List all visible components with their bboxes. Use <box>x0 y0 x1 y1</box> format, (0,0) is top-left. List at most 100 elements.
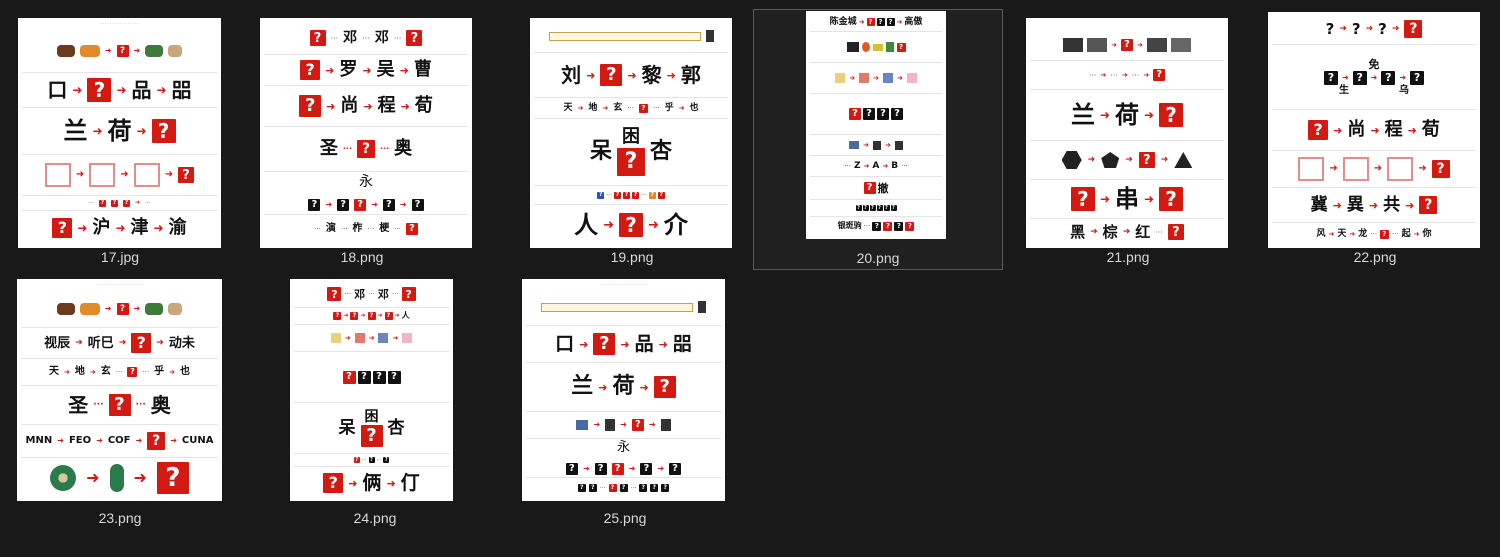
file-item[interactable]: 刘 ➜ ? ➜ 黎 ➜ 郭 天 ➜ 地 ➜ 玄 ··· ? ··· 乎 ➜ 也 … <box>522 10 742 268</box>
file-item[interactable]: ? ··· 邓 ··· 邓 ··· ? ? ➜ ? ➜ ? ➜ ? ➜ 人 ➜ … <box>270 272 480 530</box>
arrow-icon: ➜ <box>1121 70 1128 79</box>
puzzle-glyph: 人 <box>401 311 410 320</box>
arrow-icon: ➜ <box>648 217 659 233</box>
puzzle-row: 永 ? ➜ ? ? ➜ ? ➜ ? <box>526 439 721 478</box>
arrow-icon: ➜ <box>1349 229 1356 238</box>
file-name: 23.png <box>98 510 142 526</box>
question-mark-box: ? <box>638 103 648 113</box>
arrow-icon: ➜ <box>666 68 676 82</box>
puzzle-glyph: 你 <box>1422 228 1432 239</box>
puzzle-glyph: 生 <box>1339 84 1349 96</box>
puzzle-glyph: 程 <box>1384 119 1403 140</box>
question-mark-box: ? <box>1352 70 1367 85</box>
puzzle-row: ➜ ➜ <box>810 135 942 156</box>
puzzle-glyph: 免 <box>1368 57 1380 71</box>
puzzle-glyph: 乎 <box>664 102 674 113</box>
puzzle-row: 呆 困 ? 杏 <box>534 119 728 186</box>
arrow-icon: ➜ <box>1087 154 1096 165</box>
ellipsis: ··· <box>641 191 647 199</box>
arrow-icon: ➜ <box>639 380 649 394</box>
arrow-icon: ➜ <box>885 140 891 149</box>
puzzle-glyph: 圣 <box>68 393 89 417</box>
ox-icon <box>56 303 75 315</box>
puzzle-row: 口 ➜ ? ➜ 品 ➜ 㗊 <box>22 73 217 108</box>
file-item-selected[interactable]: 陈金城 ➜ ? ? ? ➜ 高傲 ? ➜ ➜ ➜ ? ? ? <box>753 9 1003 270</box>
question-mark-box: ? <box>863 182 876 194</box>
arrow-icon: ➜ <box>360 312 366 319</box>
file-name: 21.png <box>1106 249 1150 265</box>
arrow-icon: ➜ <box>1370 72 1378 82</box>
file-thumbnail: · · · · · · · · · · · · · · · · · · · 口 … <box>522 279 725 501</box>
question-mark-box: ? <box>1167 224 1184 240</box>
question-mark-box: ? <box>360 424 383 447</box>
arrow-icon: ➜ <box>156 83 167 97</box>
fire-icon <box>861 42 870 52</box>
question-mark-box: ? <box>883 204 890 211</box>
arrow-icon: ➜ <box>593 420 601 429</box>
question-mark-box: ? <box>151 119 176 143</box>
question-mark-box: ? <box>52 218 73 238</box>
puzzle-glyph: 视辰 <box>44 335 71 351</box>
file-item[interactable]: ? ··· 邓 ··· 邓 ··· ? ? ➜ 罗 ➜ 吴 ➜ 曹 ? ➜ 尚 … <box>252 10 472 268</box>
puzzle-row <box>534 20 728 53</box>
puzzle-row: ➜ ➜ ? <box>21 458 218 498</box>
arrow-icon: ➜ <box>368 333 375 342</box>
puzzle-glyph: 奥 <box>394 138 413 159</box>
ellipsis: ··· <box>627 104 634 112</box>
puzzle-glyph: 陈金城 <box>829 16 857 27</box>
puzzle-row: 口 ➜ ? ➜ 品 ➜ 㗊 <box>526 326 721 363</box>
puzzle-row: ? 撤 <box>810 177 942 200</box>
ellipsis: ··· <box>368 290 375 298</box>
puzzle-glyph: ? <box>1378 19 1387 38</box>
question-mark-box: ? <box>323 473 344 493</box>
puzzle-glyph: 棕 <box>1102 222 1118 241</box>
question-mark-box: ? <box>600 64 623 86</box>
person-icon <box>698 301 706 313</box>
puzzle-glyph: 呆 <box>338 417 356 438</box>
file-name: 18.png <box>340 249 384 265</box>
question-mark-box: ? <box>619 213 643 237</box>
arrow-icon: ➜ <box>1099 108 1110 122</box>
question-mark-box: ? <box>1159 187 1184 211</box>
puzzle-row: 视辰 ➜ 听巳 ➜ ? ➜ 动未 <box>21 328 218 359</box>
file-item[interactable]: ➜ ? ➜ ··· ➜ ··· ➜ ··· ➜ ? 兰 ➜ 荷 ➜ ? ➜ ➜ <box>1018 10 1238 268</box>
question-mark-box: ? <box>131 333 152 353</box>
puzzle-glyph: 口 <box>555 332 575 355</box>
arrow-icon: ➜ <box>628 464 636 473</box>
person-icon <box>873 140 881 150</box>
ellipsis: ··· <box>630 484 637 492</box>
question-mark-box: ? <box>384 312 393 320</box>
arrow-icon: ➜ <box>1332 198 1342 212</box>
question-mark-box: ? <box>876 204 883 211</box>
puzzle-glyph: 荷 <box>107 117 132 145</box>
file-thumbnail: ? ➜ ? ➜ ? ➜ ? 免 ? ➜ ? ➜ ? ➜ ? 生 乌 <box>1268 12 1480 248</box>
question-mark-box: ? <box>894 221 904 231</box>
file-item[interactable]: · · · · · · · · · · · · · · · · · · · ➜ … <box>10 272 230 530</box>
puzzle-glyph: 撤 <box>877 181 889 195</box>
arrow-icon: ➜ <box>75 337 83 348</box>
puzzle-glyph: 兰 <box>1070 101 1095 129</box>
file-item[interactable]: · · · · · · · · · · · · · · · · ➜ ? ➜ 口 … <box>10 10 230 268</box>
puzzle-glyph: 品 <box>131 78 152 102</box>
puzzle-glyph: 也 <box>689 102 699 113</box>
ellipsis: ··· <box>901 162 908 170</box>
arrow-icon: ➜ <box>392 333 399 342</box>
file-thumbnail: 陈金城 ➜ ? ? ? ➜ 高傲 ? ➜ ➜ ➜ ? ? ? <box>806 11 946 239</box>
arrow-icon: ➜ <box>1125 154 1133 165</box>
ellipsis: ··· <box>652 104 660 112</box>
jade-icon <box>109 464 124 492</box>
puzzle-glyph: 高傲 <box>904 16 923 27</box>
arrow-icon: ➜ <box>153 221 164 235</box>
file-item[interactable]: ? ➜ ? ➜ ? ➜ ? 免 ? ➜ ? ➜ ? ➜ ? 生 乌 <box>1260 10 1490 268</box>
question-mark-box: ? <box>411 199 424 212</box>
puzzle-row: 永 ? ➜ ? ? ➜ ? ➜ ? <box>264 172 468 215</box>
puzzle-row: 圣 ··· ? ··· 奥 <box>21 386 218 425</box>
question-mark-box: ? <box>333 312 342 320</box>
file-item[interactable]: · · · · · · · · · · · · · · · · · · · 口 … <box>515 272 735 530</box>
arrow-icon: ➜ <box>1099 192 1110 206</box>
question-mark-box: ? <box>632 191 639 199</box>
ellipsis: ··· <box>376 457 382 463</box>
puzzle-row: 人 ➜ ? ➜ 介 <box>534 205 728 245</box>
question-mark-box: ? <box>862 204 869 211</box>
puzzle-glyph: 邓 <box>354 287 366 301</box>
